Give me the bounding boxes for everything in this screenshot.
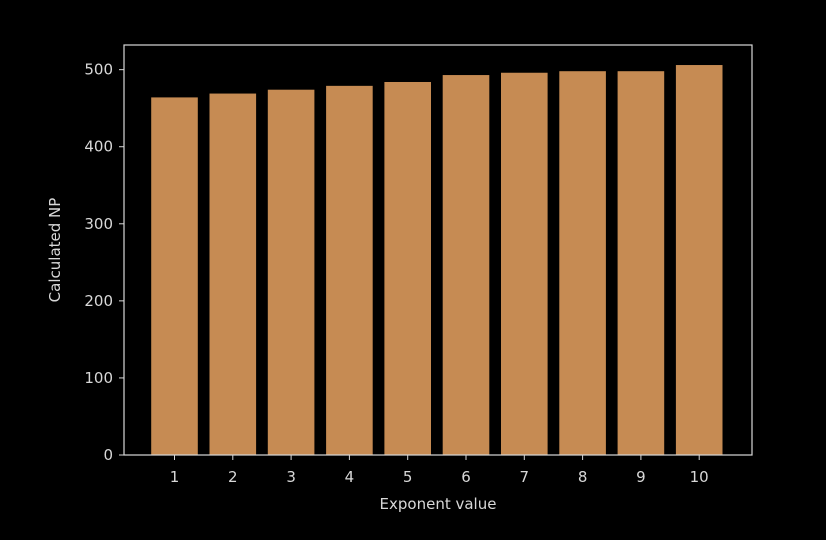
- y-tick-label: 200: [84, 292, 113, 310]
- bars-group: [151, 65, 723, 456]
- bar-10: [675, 65, 723, 455]
- x-tick-label: 9: [636, 468, 646, 486]
- x-tick-label: 8: [578, 468, 588, 486]
- y-tick-label: 500: [84, 61, 113, 79]
- x-tick-label: 3: [286, 468, 296, 486]
- bar-5: [384, 81, 431, 455]
- bar-3: [267, 89, 315, 455]
- x-tick-label: 1: [170, 468, 180, 486]
- x-tick-label: 7: [520, 468, 530, 486]
- y-tick-label: 300: [84, 215, 113, 233]
- x-tick-label: 5: [403, 468, 413, 486]
- bar-1: [151, 97, 198, 456]
- y-axis-label: Calculated NP: [46, 198, 64, 303]
- y-tick-label: 400: [84, 138, 113, 156]
- plot-frame: [123, 44, 753, 456]
- x-tick-label: 6: [461, 468, 471, 486]
- x-axis-label: Exponent value: [380, 495, 497, 513]
- y-tick-label: 0: [103, 446, 113, 464]
- x-tick-label: 2: [228, 468, 238, 486]
- x-tick-label: 4: [345, 468, 355, 486]
- bar-6: [442, 75, 490, 455]
- bar-8: [559, 71, 606, 456]
- bar-4: [326, 85, 373, 456]
- bar-2: [209, 93, 257, 455]
- x-axis-ticks: 1 2 3 4 5 6 7 8 9 10: [170, 455, 709, 486]
- bar-7: [501, 72, 548, 456]
- y-tick-label: 100: [84, 369, 113, 387]
- x-tick-label: 10: [690, 468, 709, 486]
- bar-9: [617, 71, 665, 456]
- y-axis-ticks: 0 100 200 300 400 500: [84, 61, 124, 464]
